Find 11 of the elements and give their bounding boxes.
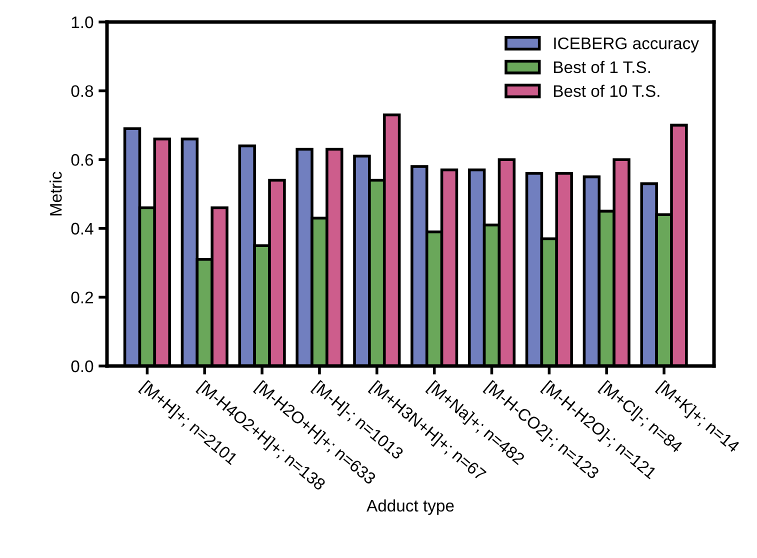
legend-label: Best of 1 T.S. — [554, 60, 650, 74]
y-tick-label: 1.0 — [72, 16, 94, 28]
legend-label: Best of 10 T.S. — [554, 84, 660, 97]
x-axis-title: Adduct type — [366, 499, 454, 515]
y-tick-label: 0.8 — [71, 85, 94, 98]
legend-label: ICEBERG accuracy — [554, 37, 699, 53]
y-tick-label: 0.4 — [71, 222, 94, 235]
y-tick-label: 0.6 — [71, 154, 94, 166]
y-tick-label: 0.0 — [71, 360, 94, 372]
y-axis-title: Metric — [50, 172, 62, 216]
y-tick-label: 0.2 — [71, 292, 93, 304]
